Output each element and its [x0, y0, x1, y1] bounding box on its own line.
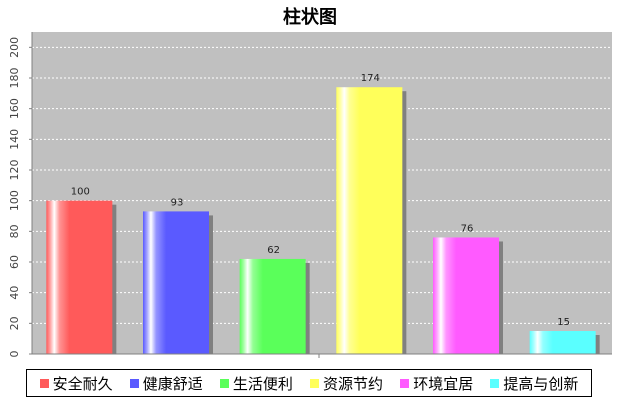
- y-tick-label: 160: [8, 98, 21, 119]
- legend-swatch: [310, 378, 320, 388]
- bars: [46, 87, 600, 354]
- chart-title: 柱状图: [283, 7, 337, 28]
- data-label: 93: [171, 197, 184, 208]
- legend-item: 安全耐久: [39, 373, 113, 394]
- data-label: 100: [71, 187, 90, 198]
- legend-item: 环境宜居: [400, 373, 473, 394]
- bar-环境宜居: [433, 237, 499, 354]
- legend-item: 健康舒适: [129, 373, 203, 394]
- legend-label: 提高与创新: [503, 374, 579, 393]
- bar-提高与创新: [529, 331, 596, 354]
- legend-item: 生活便利: [219, 373, 293, 394]
- data-labels: 100 93 62 174 76 15: [71, 73, 570, 328]
- y-axis-ticks: 0 20 40 60 80 100 120 140 160 180 200: [8, 37, 32, 358]
- grid-lines: [32, 46, 612, 324]
- data-label: 174: [361, 73, 380, 84]
- legend-label: 生活便利: [232, 374, 293, 393]
- chart-legend: 安全耐久 健康舒适 生活便利 资源节约 环境宜居 提高与创新: [26, 369, 592, 397]
- legend-label: 资源节约: [323, 374, 384, 393]
- legend-swatch: [129, 378, 139, 388]
- legend-swatch: [400, 378, 410, 388]
- y-tick-label: 120: [8, 160, 21, 181]
- y-tick-label: 60: [8, 255, 21, 269]
- data-label: 76: [461, 223, 474, 234]
- y-tick-label: 40: [8, 286, 21, 300]
- y-tick-label: 200: [8, 37, 21, 58]
- y-tick-label: 0: [8, 351, 21, 358]
- plot-area: [32, 32, 612, 354]
- y-tick-label: 140: [8, 129, 21, 150]
- y-tick-label: 100: [8, 190, 21, 211]
- legend-label: 安全耐久: [52, 374, 113, 393]
- legend-label: 环境宜居: [413, 374, 474, 393]
- legend-swatch: [39, 378, 49, 388]
- bar-生活便利: [239, 258, 306, 354]
- bar-安全耐久: [46, 200, 113, 354]
- y-tick-label: 180: [8, 68, 21, 89]
- data-label: 15: [557, 317, 570, 328]
- data-label: 62: [267, 245, 280, 256]
- y-tick-label: 80: [8, 224, 21, 238]
- legend-label: 健康舒适: [142, 374, 203, 393]
- legend-item: 资源节约: [310, 373, 383, 394]
- legend-swatch: [219, 378, 229, 388]
- bar-健康舒适: [143, 211, 209, 354]
- legend-swatch: [490, 378, 500, 388]
- y-tick-label: 20: [8, 316, 21, 330]
- bar-资源节约: [336, 87, 403, 354]
- legend-item: 提高与创新: [490, 373, 578, 394]
